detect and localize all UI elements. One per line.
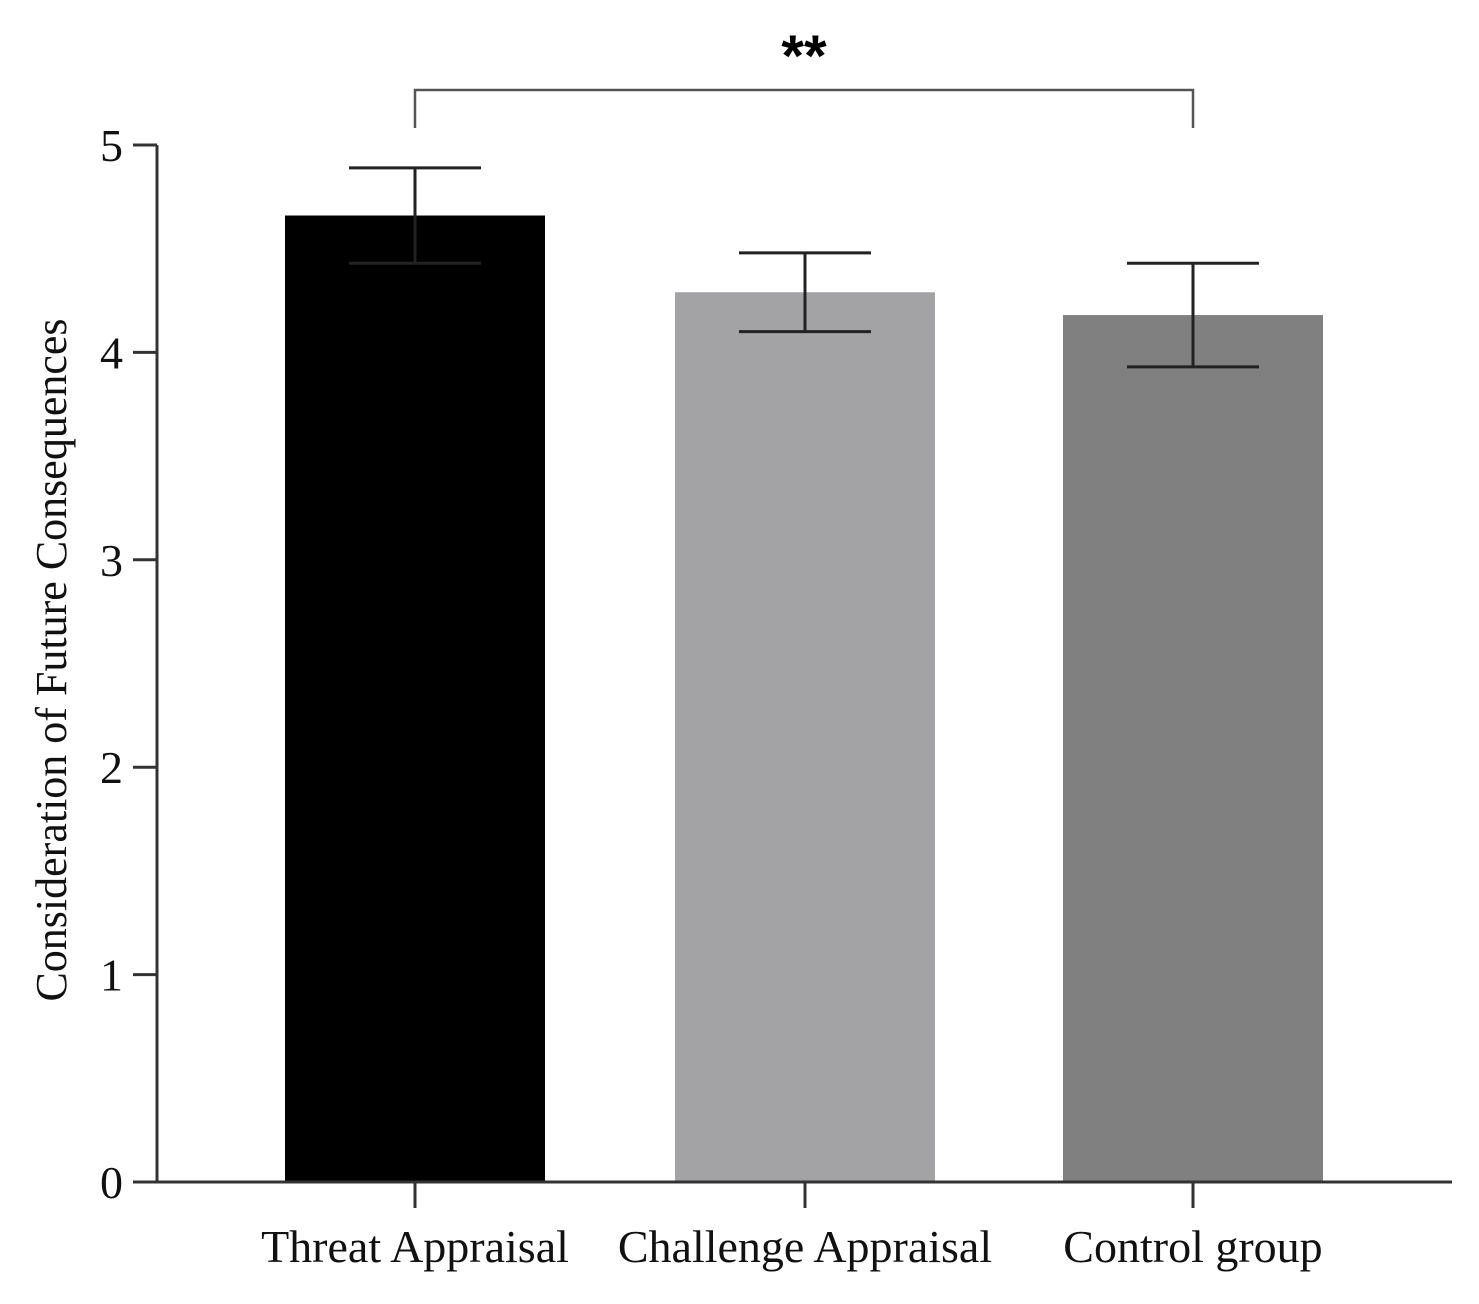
y-tick-label-4: 4 [100, 327, 123, 378]
bars-layer [285, 215, 1323, 1183]
significance-label: ** [781, 24, 827, 89]
significance-bracket: ** [413, 24, 1195, 128]
y-axis-title: Consideration of Future Consequences [27, 318, 76, 1001]
x-tick-label-0: Threat Appraisal [261, 1221, 569, 1272]
x-ticks-layer: Threat Appraisal Challenge Appraisal Contr… [261, 1182, 1323, 1272]
y-tick-label-1: 1 [100, 950, 123, 1001]
error-bars-layer [349, 166, 1259, 369]
y-tick-label-2: 2 [100, 742, 123, 793]
y-ticks-layer: 0 1 2 3 4 5 [100, 120, 157, 1208]
y-tick-label-3: 3 [100, 535, 123, 586]
bar-0 [285, 215, 545, 1183]
y-tick-label-5: 5 [100, 120, 123, 171]
bar-1 [675, 292, 935, 1182]
bar-2 [1063, 315, 1323, 1182]
y-tick-label-0: 0 [100, 1157, 123, 1208]
significance-bracket-line [413, 88, 1195, 128]
x-tick-label-2: Control group [1063, 1221, 1322, 1272]
x-tick-label-1: Challenge Appraisal [618, 1221, 992, 1272]
